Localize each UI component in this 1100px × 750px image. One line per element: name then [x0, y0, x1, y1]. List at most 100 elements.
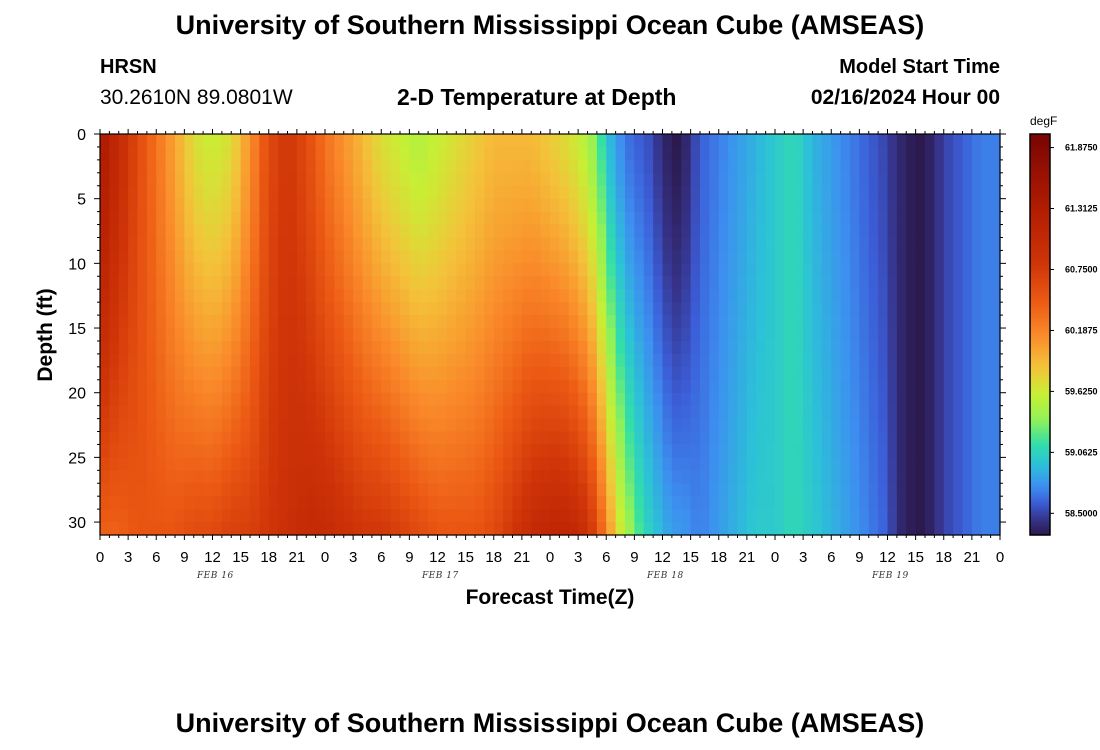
heatmap-cell: [981, 496, 992, 510]
heatmap-cell: [775, 418, 785, 433]
heatmap-cell: [700, 289, 710, 303]
heatmap-cell: [109, 224, 120, 239]
heatmap-cell: [896, 134, 907, 148]
heatmap-cell: [456, 276, 467, 290]
heatmap-cell: [390, 315, 401, 329]
heatmap-cell: [371, 250, 382, 264]
heatmap-cell: [850, 146, 860, 161]
heatmap-cell: [737, 392, 748, 407]
heatmap-cell: [906, 405, 917, 420]
heatmap-cell: [840, 340, 851, 355]
heatmap-cell: [362, 224, 373, 239]
heatmap-cell: [306, 237, 317, 252]
heatmap-cell: [334, 185, 345, 200]
heatmap-cell: [456, 340, 467, 355]
heatmap-cell: [137, 198, 148, 213]
heatmap-cell: [981, 224, 992, 239]
heatmap-cell: [156, 134, 167, 148]
heatmap-cell: [868, 250, 879, 264]
heatmap-cell: [746, 366, 757, 381]
heatmap-cell: [137, 470, 148, 484]
heatmap-cell: [681, 509, 692, 523]
heatmap-cell: [343, 392, 354, 407]
heatmap-cell: [653, 418, 664, 433]
heatmap-cell: [343, 276, 354, 290]
heatmap-cell: [512, 276, 523, 290]
heatmap-cell: [568, 159, 579, 174]
heatmap-cell: [437, 289, 448, 303]
heatmap-cell: [850, 328, 860, 342]
heatmap-cell: [287, 483, 298, 497]
heatmap-cell: [353, 522, 364, 536]
heatmap-cell: [550, 315, 560, 329]
heatmap-cell: [118, 392, 129, 407]
heatmap-cell: [193, 276, 204, 290]
heatmap-cell: [915, 146, 926, 161]
heatmap-cell: [915, 418, 926, 433]
heatmap-cell: [625, 211, 635, 226]
heatmap-cell: [662, 457, 673, 471]
heatmap-cell: [212, 496, 223, 510]
heatmap-cell: [465, 263, 476, 277]
heatmap-cell: [625, 263, 635, 277]
heatmap-cell: [606, 276, 617, 290]
heatmap-cell: [118, 431, 129, 446]
heatmap-cell: [400, 340, 410, 355]
heatmap-cell: [775, 146, 785, 161]
heatmap-cell: [812, 211, 823, 226]
heatmap-cell: [615, 198, 626, 213]
heatmap-cell: [812, 483, 823, 497]
heatmap-cell: [793, 405, 804, 420]
heatmap-cell: [334, 509, 345, 523]
heatmap-cell: [746, 172, 757, 187]
heatmap-cell: [784, 211, 795, 226]
heatmap-cell: [156, 159, 167, 174]
heatmap-cell: [981, 444, 992, 458]
heatmap-cell: [887, 328, 898, 342]
heatmap-cell: [437, 315, 448, 329]
heatmap-cell: [587, 509, 598, 523]
heatmap-cell: [981, 418, 992, 433]
heatmap-cell: [990, 366, 1001, 381]
heatmap-cell: [887, 470, 898, 484]
heatmap-cell: [625, 302, 635, 316]
heatmap-cell: [128, 470, 139, 484]
heatmap-cell: [175, 224, 185, 239]
heatmap-cell: [100, 237, 110, 252]
heatmap-cell: [287, 315, 298, 329]
heatmap-cell: [765, 470, 776, 484]
heatmap-cell: [568, 366, 579, 381]
heatmap-cell: [718, 315, 729, 329]
heatmap-cell: [240, 134, 251, 148]
heatmap-cell: [718, 185, 729, 200]
heatmap-cell: [559, 263, 570, 277]
heatmap-cell: [184, 250, 195, 264]
heatmap-cell: [550, 263, 560, 277]
heatmap-cell: [156, 418, 167, 433]
heatmap-cell: [915, 470, 926, 484]
heatmap-cell: [109, 470, 120, 484]
heatmap-cell: [784, 418, 795, 433]
heatmap-cell: [868, 483, 879, 497]
heatmap-cell: [521, 522, 532, 536]
heatmap-cell: [306, 276, 317, 290]
heatmap-cell: [240, 302, 251, 316]
heatmap-cell: [156, 328, 167, 342]
heatmap-cell: [240, 496, 251, 510]
heatmap-cell: [250, 250, 260, 264]
heatmap-cell: [240, 198, 251, 213]
heatmap-cell: [184, 522, 195, 536]
heatmap-cell: [409, 302, 420, 316]
heatmap-cell: [634, 444, 645, 458]
heatmap-cell: [381, 172, 392, 187]
heatmap-cell: [962, 444, 973, 458]
heatmap-cell: [109, 340, 120, 355]
heatmap-cell: [296, 237, 307, 252]
x-tick-label: 15: [682, 549, 699, 566]
heatmap-cell: [521, 302, 532, 316]
heatmap-cell: [737, 159, 748, 174]
heatmap-cell: [868, 379, 879, 394]
heatmap-cell: [896, 431, 907, 446]
heatmap-cell: [587, 250, 598, 264]
heatmap-cell: [418, 289, 429, 303]
